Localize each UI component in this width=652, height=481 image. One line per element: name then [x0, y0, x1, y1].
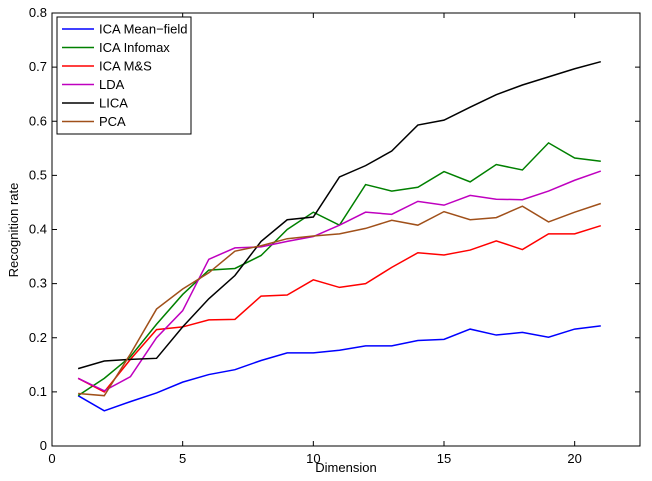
series-line [77, 170, 602, 392]
x-tick-label: 10 [306, 451, 320, 466]
legend-label: ICA Mean−field [99, 22, 188, 37]
y-tick-label: 0 [40, 438, 47, 453]
legend-label: LICA [99, 96, 128, 111]
x-tick-label: 0 [48, 451, 55, 466]
legend-label: PCA [99, 114, 126, 129]
x-tick-label: 20 [567, 451, 581, 466]
legend-label: ICA M&S [99, 59, 152, 74]
y-tick-label: 0.2 [29, 330, 47, 345]
series-line [77, 60, 601, 370]
y-tick-label: 0.5 [29, 167, 47, 182]
series-line [78, 202, 602, 397]
y-tick-label: 0.6 [29, 113, 47, 128]
x-tick-label: 15 [437, 451, 451, 466]
legend-label: ICA Infomax [99, 40, 170, 55]
series-line [77, 325, 601, 412]
y-tick-label: 0.7 [29, 59, 47, 74]
legend-box [56, 16, 192, 135]
legend-label: LDA [99, 77, 125, 92]
x-axis-label: Dimension [315, 460, 376, 475]
y-tick-label: 0.3 [29, 276, 47, 291]
y-tick-label: 0.8 [29, 5, 47, 20]
y-axis-label: Recognition rate [6, 183, 21, 278]
x-tick-label: 5 [179, 451, 186, 466]
y-tick-label: 0.1 [29, 384, 47, 399]
y-tick-label: 0.4 [29, 222, 47, 237]
